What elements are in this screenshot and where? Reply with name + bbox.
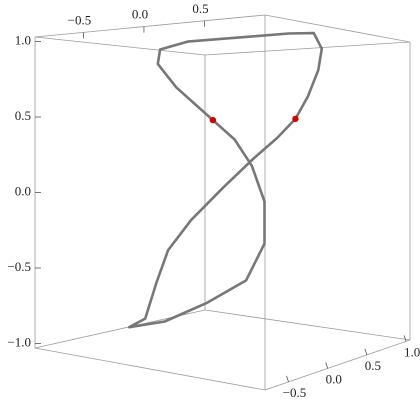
x-tick-label: 0.0 (132, 7, 148, 22)
z-tick-label: 1.0 (15, 33, 31, 48)
y-tick (286, 375, 289, 383)
x-tick-label: −0.5 (68, 12, 92, 27)
point (209, 116, 217, 124)
x-tick-label: 0.5 (192, 1, 208, 16)
curve (127, 31, 324, 329)
box-edge (204, 309, 411, 341)
box-edge (264, 14, 411, 43)
y-tick (403, 335, 407, 342)
point (292, 115, 299, 123)
y-tick-label: 0.0 (326, 371, 342, 386)
y-tick-label: −0.5 (283, 385, 307, 400)
y-tick (325, 362, 329, 369)
z-tick-label: 0.0 (15, 183, 31, 198)
y-tick (364, 348, 368, 355)
z-tick-label: −1.0 (7, 334, 31, 349)
box-edge (34, 347, 266, 391)
y-tick-label: 1.0 (404, 344, 420, 359)
box-edge (34, 14, 266, 38)
z-tick-label: 0.5 (15, 108, 31, 123)
z-tick-label: −0.5 (7, 259, 31, 274)
box-edge (264, 339, 411, 391)
y-tick-label: 0.5 (365, 358, 381, 373)
box-edge (34, 36, 206, 56)
box-edge (204, 41, 411, 56)
